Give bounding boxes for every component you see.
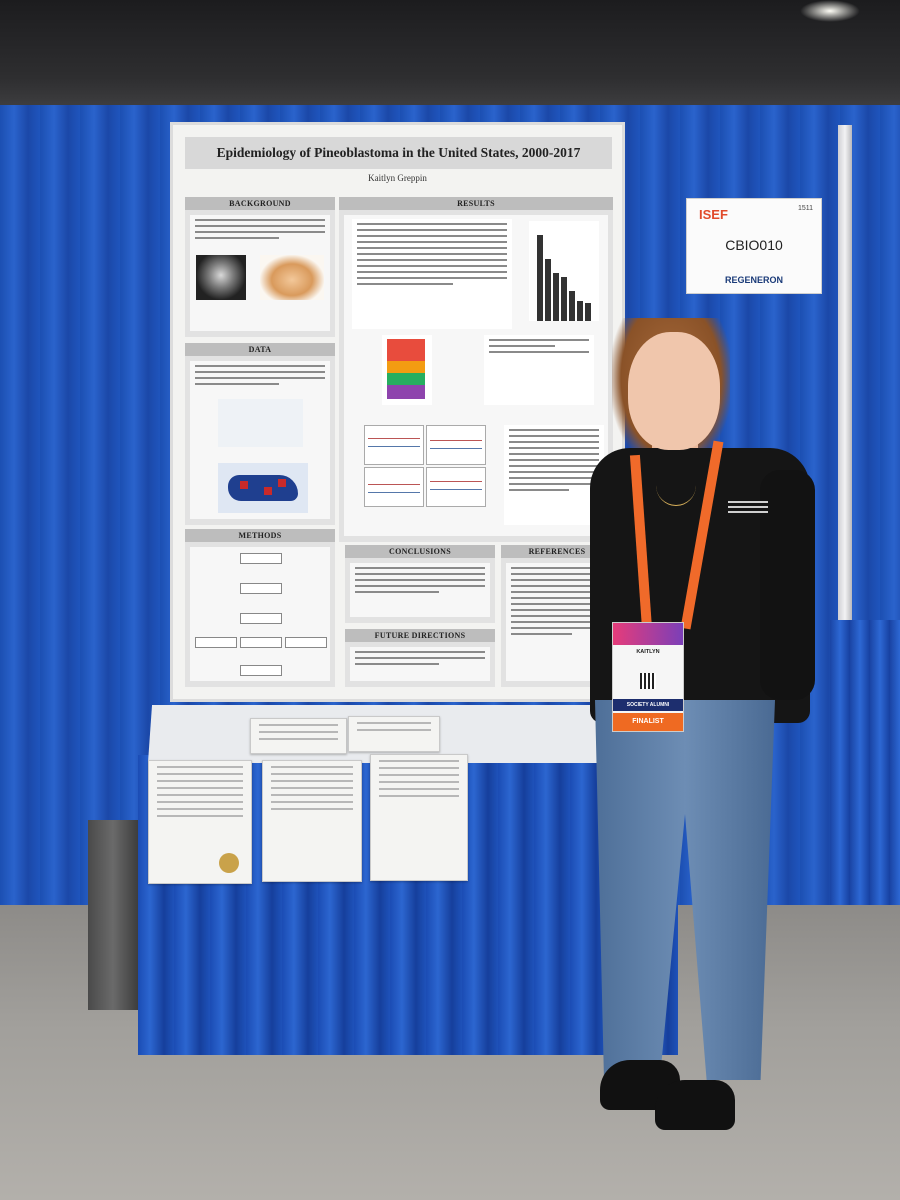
right-shoe bbox=[655, 1080, 735, 1130]
project-code: CBIO010 bbox=[725, 237, 783, 253]
survival-table bbox=[504, 425, 604, 525]
survival-curve bbox=[364, 467, 424, 507]
section-heading: RESULTS bbox=[339, 197, 613, 210]
brain-diagram bbox=[260, 255, 324, 300]
sponsor-name: REGENERON bbox=[724, 275, 783, 285]
isef-logo: ISEF bbox=[699, 207, 728, 222]
badge-society-label: SOCIETY ALUMNI bbox=[613, 699, 683, 711]
badge-header bbox=[613, 623, 683, 645]
survival-curve bbox=[426, 467, 486, 507]
poster-title-bar: Epidemiology of Pineoblastoma in the Uni… bbox=[185, 137, 612, 169]
survival-curve bbox=[426, 425, 486, 465]
badge-name: KAITLYN bbox=[636, 649, 660, 655]
age-histogram bbox=[529, 221, 599, 321]
qr-code-icon bbox=[640, 673, 656, 689]
form-document bbox=[262, 760, 362, 882]
poster-title: Epidemiology of Pineoblastoma in the Uni… bbox=[216, 145, 581, 160]
shirt-logo bbox=[728, 498, 768, 518]
necklace bbox=[656, 465, 696, 506]
mri-image bbox=[196, 255, 246, 300]
booth-sign: ISEF 1511 CBIO010 REGENERON bbox=[686, 198, 822, 294]
us-map bbox=[218, 463, 308, 513]
results-section: RESULTS bbox=[339, 197, 613, 542]
gold-seal bbox=[219, 853, 239, 873]
booth-number: 1511 bbox=[797, 205, 813, 212]
forest-plot bbox=[484, 335, 594, 405]
section-heading: FUTURE DIRECTIONS bbox=[345, 629, 495, 642]
table-paper bbox=[348, 716, 440, 752]
results-table bbox=[352, 219, 512, 329]
booth-pole bbox=[838, 125, 852, 685]
methods-section: METHODS bbox=[185, 529, 335, 687]
trash-can bbox=[88, 820, 138, 1010]
section-heading: METHODS bbox=[185, 529, 335, 542]
data-collection-diagram bbox=[218, 399, 303, 447]
badge-status-label: FINALIST bbox=[613, 713, 683, 731]
arm bbox=[760, 470, 815, 700]
survival-curve bbox=[364, 425, 424, 465]
data-section: DATA bbox=[185, 343, 335, 525]
research-poster: Epidemiology of Pineoblastoma in the Uni… bbox=[170, 122, 625, 702]
section-heading: CONCLUSIONS bbox=[345, 545, 495, 558]
form-document bbox=[370, 754, 468, 881]
face bbox=[628, 332, 720, 450]
poster-author: Kaitlyn Greppin bbox=[368, 173, 427, 183]
background-section: BACKGROUND bbox=[185, 197, 335, 337]
table-paper bbox=[250, 718, 347, 754]
future-directions-section: FUTURE DIRECTIONS bbox=[345, 629, 495, 687]
section-heading: DATA bbox=[185, 343, 335, 356]
section-heading: BACKGROUND bbox=[185, 197, 335, 210]
section-heading: REFERENCES bbox=[501, 545, 613, 558]
stacked-bar-chart bbox=[382, 335, 432, 405]
name-badge: KAITLYN SOCIETY ALUMNI FINALIST bbox=[612, 622, 684, 732]
form-document bbox=[148, 760, 252, 884]
side-curtain bbox=[830, 620, 900, 910]
conclusions-section: CONCLUSIONS bbox=[345, 545, 495, 623]
ceiling-light bbox=[800, 0, 860, 22]
